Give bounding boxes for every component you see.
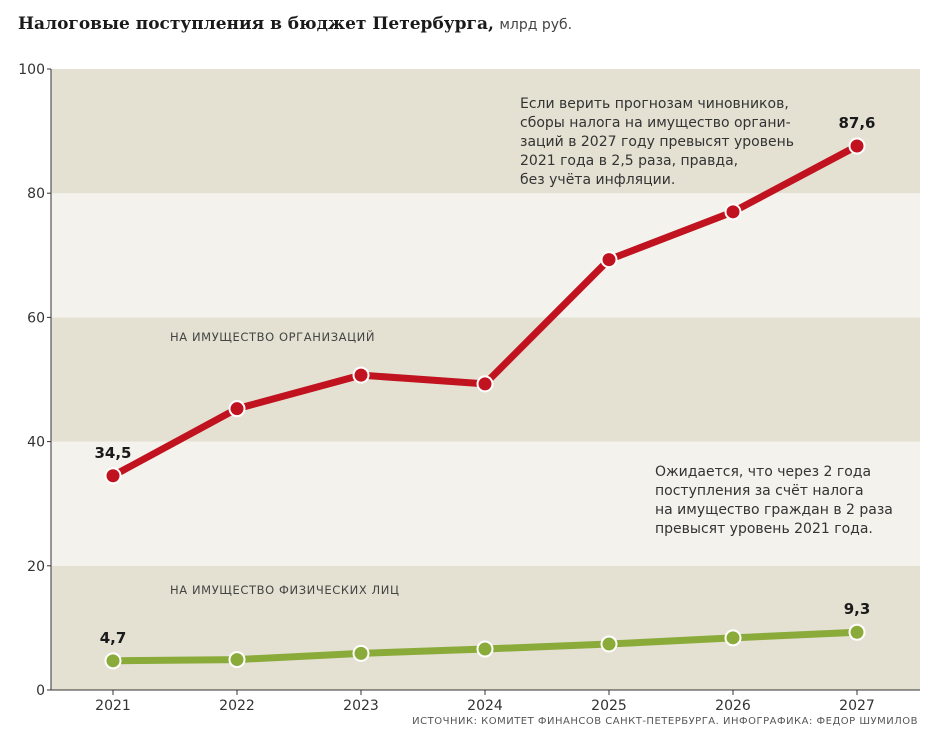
data-point xyxy=(848,623,866,641)
data-point xyxy=(352,366,370,384)
series-labels: НА ИМУЩЕСТВО ОРГАНИЗАЦИЙ НА ИМУЩЕСТВО ФИЗ… xyxy=(170,329,400,597)
background-band xyxy=(51,69,920,194)
data-point xyxy=(352,644,370,662)
y-axis: 0 20 40 60 80 100 xyxy=(18,62,52,699)
y-tick-label: 60 xyxy=(27,310,45,326)
data-point xyxy=(228,400,246,418)
x-tick-label: 2025 xyxy=(591,698,627,714)
annotation-line: на имущество граждан в 2 раза xyxy=(655,502,893,518)
y-tick-label: 40 xyxy=(27,435,45,451)
annotation-line: 2021 года в 2,5 раза, правда, xyxy=(520,153,738,169)
annotation-line: без учёта инфляции. xyxy=(520,172,675,188)
annotation-line: заций в 2027 году превысят уровень xyxy=(520,134,794,150)
series-points xyxy=(104,137,866,670)
annotation-text: Ожидается, что через 2 года поступления з… xyxy=(655,464,893,537)
data-point xyxy=(104,467,122,485)
background-band xyxy=(51,441,920,566)
chart-title-main: Налоговые поступления в бюджет Петербург… xyxy=(18,14,494,34)
data-point xyxy=(600,251,618,269)
annotations: Если верить прогнозам чиновников, сборы н… xyxy=(520,96,893,537)
data-label: 34,5 xyxy=(94,444,131,462)
x-tick-label: 2027 xyxy=(839,698,875,714)
y-tick-label: 0 xyxy=(36,683,45,699)
source-note: ИСТОЧНИК: КОМИТЕТ ФИНАНСОВ САНКТ-ПЕТЕРБУ… xyxy=(412,716,918,727)
chart-title: Налоговые поступления в бюджет Петербург… xyxy=(18,14,572,34)
y-tick-label: 100 xyxy=(18,62,45,78)
data-point xyxy=(724,629,742,647)
background-band xyxy=(51,193,920,318)
annotation-line: превысят уровень 2021 года. xyxy=(655,521,873,537)
data-label: 9,3 xyxy=(844,600,871,618)
y-tick-label: 20 xyxy=(27,559,45,575)
annotation-line: поступления за счёт налога xyxy=(655,483,864,499)
data-labels: 34,5 87,6 4,7 9,3 xyxy=(94,114,875,647)
annotation-line: Если верить прогнозам чиновников, xyxy=(520,96,789,112)
annotation-line: Ожидается, что через 2 года xyxy=(655,464,871,480)
data-point xyxy=(476,640,494,658)
data-point xyxy=(104,652,122,670)
x-tick-label: 2023 xyxy=(343,698,379,714)
series-name-label: НА ИМУЩЕСТВО ОРГАНИЗАЦИЙ xyxy=(170,329,375,344)
data-label: 4,7 xyxy=(100,629,127,647)
data-point xyxy=(724,203,742,221)
x-tick-label: 2026 xyxy=(715,698,751,714)
x-tick-label: 2021 xyxy=(95,698,131,714)
data-point xyxy=(600,635,618,653)
annotation-text: Если верить прогнозам чиновников, сборы н… xyxy=(520,96,794,188)
data-point xyxy=(228,651,246,669)
x-tick-label: 2022 xyxy=(219,698,255,714)
background-band xyxy=(51,565,920,690)
y-tick-label: 80 xyxy=(27,186,45,202)
x-axis: 2021 2022 2023 2024 2025 2026 2027 xyxy=(51,689,920,714)
background-bands xyxy=(51,69,920,690)
x-tick-label: 2024 xyxy=(467,698,503,714)
data-point xyxy=(476,375,494,393)
chart-title-unit: млрд руб. xyxy=(499,17,573,33)
series-name-label: НА ИМУЩЕСТВО ФИЗИЧЕСКИХ ЛИЦ xyxy=(170,583,400,597)
data-point xyxy=(848,137,866,155)
data-label: 87,6 xyxy=(838,114,875,132)
annotation-line: сборы налога на имущество органи- xyxy=(520,115,791,131)
